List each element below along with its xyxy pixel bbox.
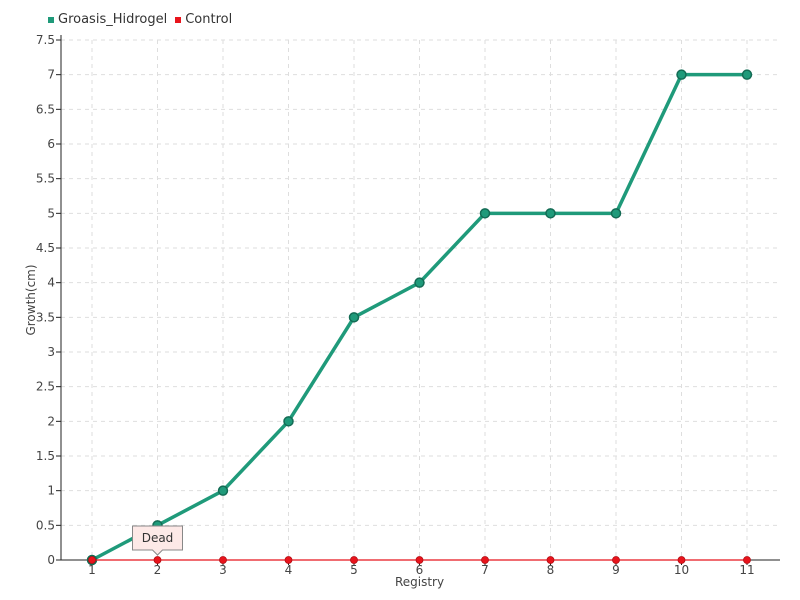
x-tick-label: 7 xyxy=(481,563,489,577)
data-point-control[interactable] xyxy=(284,556,293,564)
y-tick-label: 4 xyxy=(47,276,55,290)
data-point-control[interactable] xyxy=(219,556,227,564)
x-tick-label: 1 xyxy=(88,563,96,577)
x-tick-label: 10 xyxy=(674,563,689,577)
y-axis-title: Growth(cm) xyxy=(24,264,38,335)
y-tick-label: 0 xyxy=(47,553,55,567)
y-tick-label: 1.5 xyxy=(36,449,55,463)
legend-label-control: Control xyxy=(185,12,233,27)
data-point-groasis-hidrogel[interactable] xyxy=(545,208,556,219)
y-tick-label: 7.5 xyxy=(36,33,55,47)
data-point-groasis-hidrogel[interactable] xyxy=(283,416,294,427)
series-layer xyxy=(86,69,753,566)
y-tick-label: 7 xyxy=(47,68,55,82)
grid-layer xyxy=(61,39,780,560)
tooltip-layer: Dead xyxy=(132,525,183,556)
y-tick-label: 6 xyxy=(47,137,55,151)
legend-item-control[interactable]: Control xyxy=(175,12,232,27)
y-tick-label: 3.5 xyxy=(36,310,55,324)
data-point-control[interactable] xyxy=(350,556,358,564)
data-point-control[interactable] xyxy=(88,556,96,564)
x-tick-label: 8 xyxy=(547,563,555,577)
data-point-groasis-hidrogel[interactable] xyxy=(414,277,425,288)
y-tick-label: 0.5 xyxy=(36,518,55,532)
data-point-control[interactable] xyxy=(546,556,555,564)
y-tick-label: 5 xyxy=(47,206,55,220)
legend-swatch-groasis-hidrogel xyxy=(48,16,54,23)
data-point-groasis-hidrogel[interactable] xyxy=(479,208,491,219)
x-tick-label: 9 xyxy=(612,563,620,577)
data-point-groasis-hidrogel[interactable] xyxy=(217,485,229,496)
data-point-groasis-hidrogel[interactable] xyxy=(610,208,622,219)
data-point-groasis-hidrogel[interactable] xyxy=(741,69,753,80)
y-tick-label: 6.5 xyxy=(36,102,55,116)
tooltip-text: Dead xyxy=(142,531,174,545)
x-tick-label: 6 xyxy=(416,563,424,577)
tooltip-box xyxy=(132,525,183,556)
data-point-control[interactable] xyxy=(415,556,424,564)
data-point-control[interactable] xyxy=(153,556,162,564)
x-tick-label: 4 xyxy=(285,563,293,577)
y-tick-label: 2.5 xyxy=(36,380,55,394)
data-point-control[interactable] xyxy=(612,556,620,564)
y-tick-label: 5.5 xyxy=(36,172,55,186)
x-tick-label: 2 xyxy=(154,563,162,577)
legend-item-groasis-hidrogel[interactable]: Groasis_Hidrogel xyxy=(48,12,167,27)
data-point-control[interactable] xyxy=(481,556,489,564)
data-point-control[interactable] xyxy=(743,556,751,564)
data-point-groasis-hidrogel[interactable] xyxy=(348,312,360,323)
y-tick-label: 4.5 xyxy=(36,241,55,255)
data-point-groasis-hidrogel[interactable] xyxy=(676,69,687,80)
data-point-control[interactable] xyxy=(677,556,686,564)
y-tick-label: 3 xyxy=(47,345,55,359)
x-tick-label: 5 xyxy=(350,563,358,577)
x-tick-label: 11 xyxy=(739,563,754,577)
y-tick-label: 1 xyxy=(47,484,55,498)
axis-layer: 0 0.5 1 1.5 2 2.5 3 3.5 4 4.5 5 5.5 6 6.5 7 7.5 1 2 3 4 5 6 7 8… xyxy=(36,33,780,577)
y-tick-label: 2 xyxy=(47,414,55,428)
legend: Groasis_Hidrogel Control xyxy=(48,12,232,27)
legend-label-groasis-hidrogel: Groasis_Hidrogel xyxy=(58,12,168,27)
x-axis-title: Registry xyxy=(395,575,444,589)
x-tick-label: 3 xyxy=(219,563,227,577)
legend-swatch-control xyxy=(175,16,182,23)
